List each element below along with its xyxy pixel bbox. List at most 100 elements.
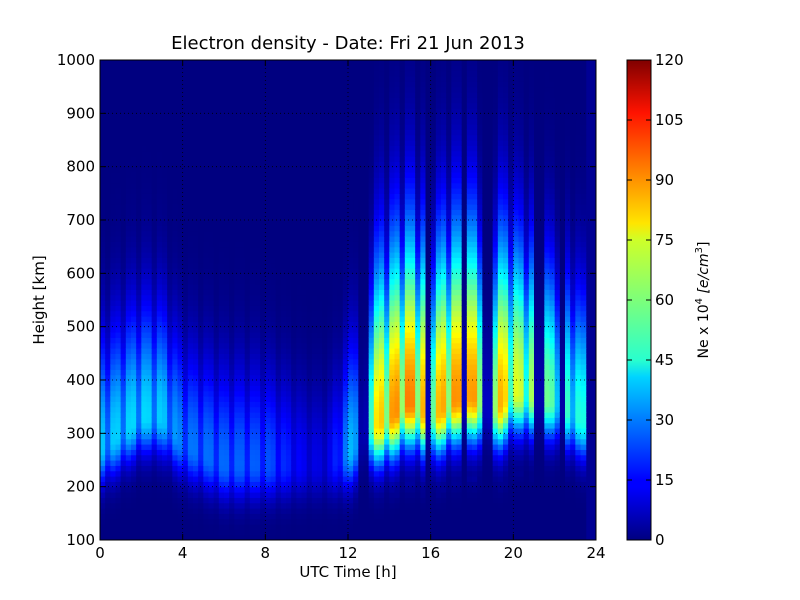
heatmap-cell bbox=[162, 502, 168, 509]
heatmap-cell bbox=[317, 337, 323, 344]
heatmap-cell bbox=[146, 129, 153, 136]
heatmap-cell bbox=[115, 188, 122, 194]
heatmap-cell bbox=[151, 236, 158, 242]
heatmap-cell bbox=[322, 508, 328, 514]
heatmap-cell bbox=[224, 465, 230, 472]
heatmap-cell bbox=[353, 476, 359, 482]
heatmap-cell bbox=[270, 204, 277, 210]
heatmap-cell bbox=[322, 241, 328, 248]
heatmap-cell bbox=[208, 246, 215, 253]
heatmap-cell bbox=[249, 156, 256, 162]
heatmap-cell bbox=[353, 326, 359, 333]
heatmap-cell bbox=[172, 476, 179, 482]
heatmap-cell bbox=[311, 156, 318, 162]
heatmap-cell bbox=[172, 102, 179, 109]
heatmap-cell bbox=[218, 278, 225, 285]
heatmap-cell bbox=[244, 380, 251, 386]
heatmap-cell bbox=[105, 70, 111, 77]
heatmap-cell bbox=[317, 406, 323, 413]
heatmap-cell bbox=[291, 129, 297, 136]
heatmap-cell bbox=[229, 321, 235, 328]
heatmap-cell bbox=[167, 412, 173, 418]
heatmap-cell bbox=[275, 124, 282, 130]
heatmap-cell bbox=[368, 220, 375, 226]
heatmap-cell bbox=[120, 481, 127, 488]
heatmap-cell bbox=[255, 124, 261, 130]
heatmap-cell bbox=[296, 502, 303, 509]
heatmap-cell bbox=[342, 428, 349, 434]
heatmap-cell bbox=[198, 321, 204, 328]
heatmap-cell bbox=[187, 454, 194, 461]
heatmap-cell bbox=[224, 524, 230, 530]
heatmap-cell bbox=[193, 81, 199, 88]
heatmap-cell bbox=[105, 145, 111, 152]
heatmap-cell bbox=[131, 86, 137, 93]
heatmap-cell bbox=[332, 374, 339, 381]
heatmap-cell bbox=[198, 412, 204, 418]
heatmap-cell bbox=[306, 86, 313, 93]
heatmap-cell bbox=[229, 188, 235, 194]
heatmap-cell bbox=[327, 486, 334, 493]
heatmap-cell bbox=[208, 284, 215, 290]
heatmap-cell bbox=[156, 177, 163, 184]
heatmap-cell bbox=[203, 70, 210, 77]
heatmap-cell bbox=[270, 108, 277, 114]
heatmap-cell bbox=[368, 177, 375, 184]
heatmap-cell bbox=[322, 161, 328, 168]
heatmap-cell bbox=[306, 188, 313, 194]
heatmap-cell bbox=[373, 321, 380, 328]
heatmap-cell bbox=[156, 161, 163, 168]
heatmap-cell bbox=[260, 209, 266, 216]
heatmap-cell bbox=[120, 428, 127, 434]
heatmap-cell bbox=[363, 86, 370, 93]
heatmap-cell bbox=[291, 316, 297, 322]
heatmap-cell bbox=[203, 310, 210, 317]
heatmap-cell bbox=[379, 289, 385, 296]
heatmap-cell bbox=[363, 70, 370, 77]
heatmap-cell bbox=[280, 92, 287, 98]
heatmap-cell bbox=[255, 284, 261, 290]
heatmap-cell bbox=[255, 129, 261, 136]
heatmap-cell bbox=[218, 353, 225, 360]
heatmap-cell bbox=[131, 300, 137, 306]
heatmap-cell bbox=[203, 470, 210, 477]
heatmap-cell bbox=[260, 310, 266, 317]
heatmap-cell bbox=[136, 60, 142, 66]
heatmap-cell bbox=[260, 284, 266, 290]
heatmap-cell bbox=[348, 428, 354, 434]
heatmap-cell bbox=[131, 449, 137, 456]
heatmap-cell bbox=[146, 214, 153, 221]
heatmap-cell bbox=[337, 97, 344, 104]
heatmap-cell bbox=[332, 156, 339, 162]
heatmap-cell bbox=[373, 156, 380, 162]
heatmap-cell bbox=[379, 332, 385, 338]
heatmap-cell bbox=[146, 220, 153, 226]
heatmap-cell bbox=[280, 417, 287, 424]
heatmap-cell bbox=[275, 209, 282, 216]
heatmap-cell bbox=[368, 417, 375, 424]
heatmap-cell bbox=[213, 214, 220, 221]
heatmap-cell bbox=[224, 294, 230, 301]
heatmap-cell bbox=[141, 316, 148, 322]
heatmap-cell bbox=[177, 278, 184, 285]
heatmap-cell bbox=[275, 470, 282, 477]
heatmap-cell bbox=[291, 252, 297, 258]
heatmap-cell bbox=[167, 417, 173, 424]
heatmap-cell bbox=[260, 438, 266, 445]
heatmap-cell bbox=[146, 337, 153, 344]
heatmap-cell bbox=[332, 401, 339, 408]
heatmap-cell bbox=[306, 97, 313, 104]
heatmap-cell bbox=[167, 166, 173, 173]
heatmap-cell bbox=[193, 86, 199, 93]
heatmap-cell bbox=[177, 444, 184, 450]
heatmap-cell bbox=[322, 380, 328, 386]
heatmap-cell bbox=[384, 300, 390, 306]
heatmap-cell bbox=[322, 417, 328, 424]
heatmap-cell bbox=[198, 172, 204, 178]
heatmap-cell bbox=[358, 209, 365, 216]
heatmap-cell bbox=[208, 412, 215, 418]
heatmap-cell bbox=[141, 422, 148, 429]
heatmap-cell bbox=[270, 161, 277, 168]
heatmap-cell bbox=[337, 433, 344, 440]
heatmap-cell bbox=[332, 193, 339, 200]
